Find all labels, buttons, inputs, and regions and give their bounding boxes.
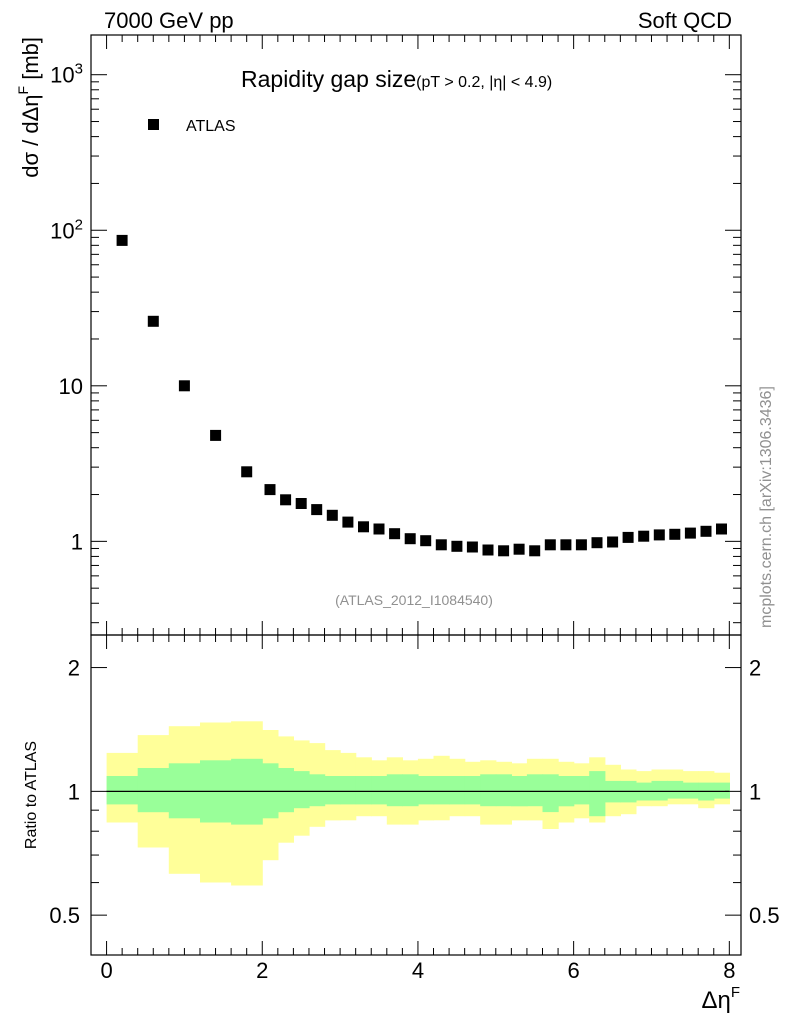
green-band-bin — [464, 776, 481, 805]
data-point — [451, 540, 463, 552]
data-point — [575, 539, 587, 551]
data-point — [295, 498, 307, 509]
data-point — [622, 531, 634, 543]
data-point — [147, 315, 159, 327]
y-tick-label: 103 — [50, 61, 83, 88]
ratio-frame — [90, 634, 742, 956]
ratio-y-tick-label: 0.5 — [49, 903, 80, 928]
data-point — [420, 535, 432, 547]
data-point — [404, 533, 416, 545]
data-point — [669, 528, 681, 540]
green-band-bin — [667, 780, 684, 799]
green-band-bin — [309, 774, 326, 807]
data-point — [264, 484, 276, 496]
green-band-bin — [433, 776, 450, 805]
green-band-bin — [682, 782, 699, 799]
process-label: Soft QCD — [637, 8, 732, 33]
data-point — [280, 494, 292, 506]
data-point — [210, 429, 222, 441]
ratio-y-tick-label-right: 0.5 — [749, 903, 780, 928]
analysis-label: (ATLAS_2012_I1084540) — [335, 592, 493, 608]
ratio-y-tick-label: 2 — [68, 656, 80, 681]
green-band-bin — [526, 774, 544, 807]
plot-frames — [90, 34, 742, 956]
y-tick-label: 1 — [71, 529, 83, 554]
data-point — [482, 544, 494, 556]
green-band-bin — [713, 782, 730, 799]
data-point — [178, 380, 190, 392]
green-band-bin — [417, 776, 435, 805]
x-tick-label: 2 — [256, 958, 268, 983]
watermark: mcplots.cern.ch [arXiv:1306.3436] — [758, 386, 775, 628]
ratio-y-tick-label: 1 — [68, 779, 80, 804]
x-tick-label: 4 — [412, 958, 424, 983]
data-point — [653, 529, 665, 541]
green-band-bin — [324, 776, 341, 805]
data-point — [591, 537, 603, 549]
green-band-bin — [573, 776, 590, 805]
data-point — [684, 527, 696, 539]
x-tick-label: 6 — [568, 958, 580, 983]
green-band-bin — [355, 776, 372, 805]
green-band-bin — [371, 776, 388, 805]
data-point — [116, 234, 128, 246]
data-point — [700, 525, 712, 537]
green-band-bin — [589, 771, 606, 817]
y-axis-title: dσ / dΔηF [mb] — [15, 37, 43, 178]
data-point — [466, 541, 478, 553]
data-point — [607, 536, 619, 548]
x-axis-title: ΔηF — [701, 984, 740, 1014]
data-point — [435, 539, 447, 551]
legend-label: ATLAS — [186, 118, 236, 135]
data-point — [638, 530, 650, 542]
data-point — [326, 509, 338, 521]
data-point — [529, 545, 541, 557]
green-band-bin — [106, 776, 139, 805]
data-point — [389, 528, 401, 540]
ratio-y-tick-label-right: 2 — [749, 656, 761, 681]
x-tick-label: 0 — [100, 958, 112, 983]
green-band-bin — [277, 768, 294, 813]
green-band-bin — [293, 771, 310, 809]
green-band-bin — [386, 774, 403, 807]
data-point — [358, 521, 369, 533]
green-band-bin — [495, 774, 512, 807]
data-points — [116, 234, 727, 557]
collision-label: 7000 GeV pp — [104, 8, 234, 33]
data-point — [716, 523, 727, 535]
data-point — [560, 539, 572, 551]
ratio-y-tick-label-right: 1 — [749, 779, 761, 804]
ratio-y-axis-title: Ratio to ATLAS — [23, 741, 40, 849]
green-band-bin — [542, 774, 559, 813]
green-band-bin — [449, 776, 466, 805]
data-point — [498, 545, 510, 557]
data-point — [311, 504, 323, 516]
axis-ticks — [90, 35, 741, 956]
green-band-bin — [651, 780, 668, 801]
y-tick-label: 10 — [59, 374, 83, 399]
ratio-bands — [106, 721, 730, 886]
chart-title: Rapidity gap size(pT > 0.2, |η| < 4.9) — [241, 66, 552, 92]
green-band-bin — [340, 776, 357, 805]
x-tick-label: 8 — [723, 958, 735, 983]
green-band-bin — [137, 768, 170, 813]
green-band-bin — [480, 774, 497, 807]
green-band-bin — [402, 774, 419, 807]
y-tick-label: 102 — [50, 216, 83, 243]
data-point — [373, 523, 385, 535]
legend-marker — [148, 119, 159, 130]
data-point — [544, 539, 556, 551]
data-point — [342, 516, 354, 528]
data-point — [513, 543, 525, 555]
data-point — [241, 466, 253, 478]
